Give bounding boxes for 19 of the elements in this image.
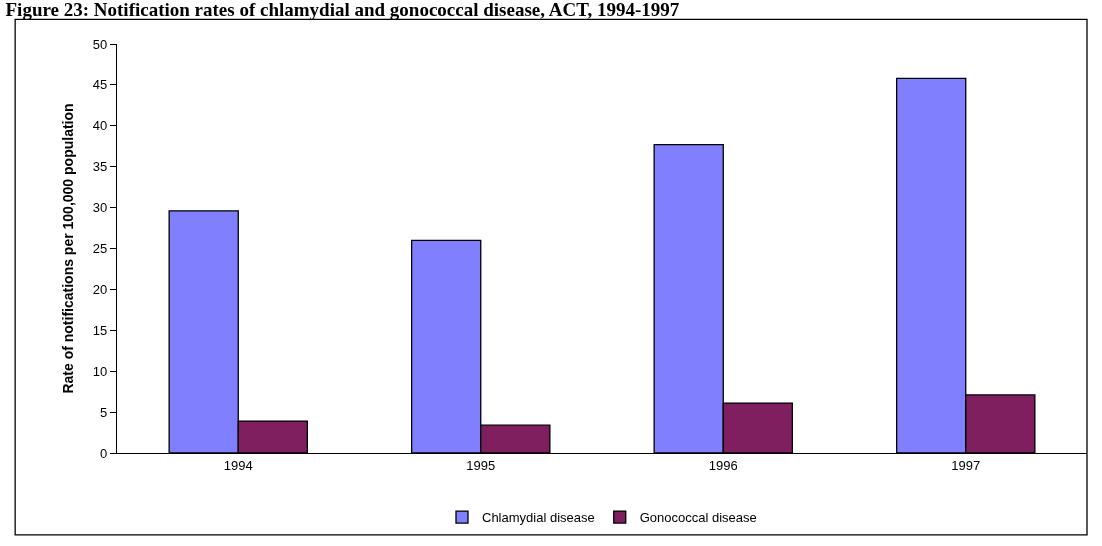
x-tick-label: 1994 xyxy=(223,457,253,473)
y-tick-label: 30 xyxy=(92,200,108,216)
y-tick-label: 45 xyxy=(92,77,108,93)
y-tick-label: 50 xyxy=(92,36,108,52)
x-tick-label: 1995 xyxy=(466,457,496,473)
legend-label: Chlamydial disease xyxy=(482,510,595,526)
y-tick-label: 40 xyxy=(92,118,108,134)
x-tick-label: 1997 xyxy=(951,457,981,473)
chart-title: Figure 23: Notification rates of chlamydial and gonococcal disease, ACT, 1994-1997 xyxy=(5,0,680,21)
y-tick-label: 10 xyxy=(92,363,108,379)
y-axis-title: Rate of notifications per 100,000 population xyxy=(60,103,77,394)
y-tick-label: 20 xyxy=(92,281,108,297)
y-tick-label: 5 xyxy=(100,404,108,420)
x-tick-label: 1996 xyxy=(708,457,738,473)
y-tick-label: 0 xyxy=(100,445,108,461)
legend-label: Gonococcal disease xyxy=(639,510,757,526)
y-tick-label: 15 xyxy=(92,322,108,338)
y-tick-label: 35 xyxy=(92,159,108,175)
y-tick-label: 25 xyxy=(92,241,108,257)
